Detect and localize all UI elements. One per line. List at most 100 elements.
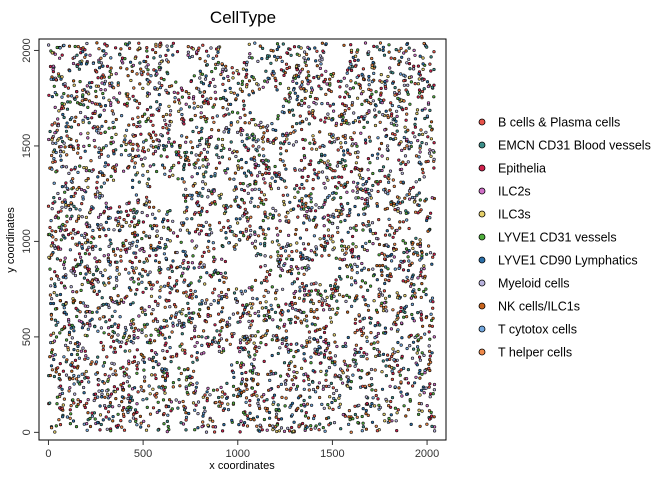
data-point [200, 343, 204, 348]
data-point [321, 384, 326, 389]
data-point [352, 131, 356, 135]
data-point [432, 157, 436, 161]
legend-marker [478, 302, 486, 310]
data-point [334, 388, 339, 393]
data-point [58, 154, 63, 158]
data-point [140, 280, 144, 284]
data-point [183, 278, 187, 282]
data-point [203, 393, 207, 397]
data-point [113, 390, 117, 394]
data-point [261, 219, 265, 223]
data-point [273, 179, 277, 183]
data-point [127, 375, 131, 379]
data-point [301, 87, 306, 91]
data-point [296, 94, 300, 98]
data-point [353, 119, 358, 123]
data-point [78, 79, 82, 84]
data-point [196, 203, 200, 207]
data-point [49, 277, 54, 281]
data-point [327, 406, 332, 410]
data-point [51, 67, 55, 71]
data-point [234, 97, 238, 101]
data-point [164, 319, 168, 323]
data-point [379, 86, 383, 90]
data-point [195, 351, 199, 355]
data-point [319, 243, 323, 247]
data-point [186, 367, 190, 371]
data-point [426, 84, 431, 89]
data-point [204, 74, 208, 78]
data-point [144, 138, 148, 142]
data-point [212, 103, 216, 107]
data-point [208, 393, 212, 397]
data-point [326, 228, 331, 232]
data-point [353, 347, 357, 352]
data-point [94, 360, 99, 364]
data-point [127, 335, 131, 340]
data-point [269, 48, 273, 53]
data-point [404, 247, 409, 251]
data-point [246, 337, 250, 341]
data-point [281, 287, 285, 291]
data-point [309, 249, 313, 253]
data-point [292, 130, 296, 134]
data-point [268, 212, 272, 216]
data-point [75, 243, 79, 247]
data-point [259, 253, 263, 257]
data-point [353, 404, 357, 408]
data-point [55, 395, 60, 399]
data-point [350, 137, 354, 142]
data-point [55, 93, 59, 97]
data-point [342, 149, 346, 153]
data-point [120, 395, 124, 399]
data-point [210, 128, 214, 132]
data-point [265, 313, 269, 317]
data-point [168, 228, 172, 232]
data-point [78, 255, 83, 259]
data-point [96, 306, 100, 310]
data-point [103, 283, 107, 287]
data-point [390, 226, 394, 230]
data-point [276, 303, 280, 308]
data-point [219, 228, 223, 232]
data-point [199, 229, 203, 233]
data-point [267, 171, 271, 175]
data-point [245, 237, 250, 241]
data-point [94, 265, 98, 269]
data-point [169, 142, 174, 146]
data-point [174, 80, 178, 84]
data-point [365, 352, 369, 356]
data-point [369, 331, 373, 335]
data-point [186, 301, 190, 306]
data-point [49, 253, 53, 257]
data-point [405, 112, 409, 116]
data-point [281, 134, 285, 138]
data-point [175, 354, 179, 358]
data-point [256, 330, 260, 334]
data-point [347, 106, 351, 111]
data-point [109, 103, 113, 108]
data-point [117, 301, 121, 306]
data-point [352, 180, 356, 184]
data-point [355, 75, 359, 79]
data-point [241, 410, 246, 415]
data-point [157, 333, 161, 337]
data-point [168, 305, 172, 309]
data-point [375, 156, 380, 160]
data-point [257, 123, 261, 127]
data-point [87, 99, 92, 103]
data-point [182, 408, 187, 412]
data-point [107, 305, 111, 310]
data-point [211, 77, 215, 81]
data-point [430, 318, 434, 323]
data-point [141, 146, 145, 150]
data-point [252, 204, 257, 208]
data-point [124, 220, 128, 225]
data-point [393, 385, 397, 389]
data-point [237, 159, 241, 163]
data-point [189, 151, 194, 155]
data-point [313, 141, 317, 145]
data-point [163, 284, 167, 288]
